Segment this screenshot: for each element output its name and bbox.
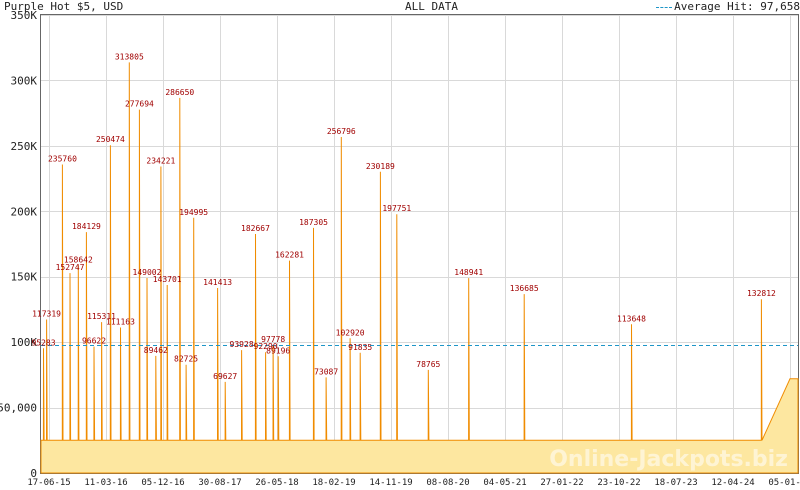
peak-label: 149002 — [133, 268, 162, 277]
x-tick-label: 23-10-22 — [597, 478, 640, 488]
y-axis-labels: 0 50,000 100K 150K 200K 250K 300K 350K — [0, 9, 37, 480]
x-tick-label: 12-04-24 — [711, 478, 754, 488]
y-tick-label: 50,000 — [0, 402, 37, 415]
peak-label: 111163 — [106, 318, 135, 327]
peak-label: 148941 — [454, 268, 483, 277]
jackpot-area — [40, 62, 799, 474]
peak-label: 69627 — [213, 372, 237, 381]
peak-label: 230189 — [366, 162, 395, 171]
jackpot-area-path — [40, 62, 799, 474]
peak-label: 197751 — [382, 204, 411, 213]
peak-label: 235760 — [48, 154, 77, 163]
y-tick-label: 200K — [11, 205, 38, 218]
peak-label: 162281 — [275, 251, 304, 260]
peak-label: 187305 — [299, 218, 328, 227]
x-axis-labels: 17-06-15 11-03-16 05-12-16 30-08-17 26-05-18… — [27, 478, 800, 488]
peak-label: 234221 — [146, 157, 175, 166]
legend: Average Hit: 97,658 — [656, 0, 800, 14]
x-tick-label: 17-06-15 — [27, 478, 70, 488]
peak-label: 286650 — [165, 88, 194, 97]
peak-label: 117319 — [32, 309, 61, 318]
peak-label: 82725 — [174, 355, 198, 364]
legend-average-label: Average Hit: 97,658 — [674, 0, 800, 13]
peak-label: 182667 — [241, 224, 270, 233]
peak-label: 184129 — [72, 222, 101, 231]
x-tick-label: 11-03-16 — [84, 478, 127, 488]
y-tick-label: 100K — [11, 336, 38, 349]
peak-label: 115311 — [87, 312, 116, 321]
x-tick-label: 30-08-17 — [198, 478, 241, 488]
peak-label: 141413 — [203, 278, 232, 287]
x-tick-label: 14-11-19 — [369, 478, 412, 488]
gridlines — [41, 15, 798, 473]
peak-label: 132812 — [747, 289, 776, 298]
x-tick-label: 18-02-19 — [312, 478, 355, 488]
peak-label: 152747 — [56, 263, 85, 272]
y-tick-label: 300K — [11, 74, 38, 87]
peak-label: 89462 — [144, 346, 168, 355]
peak-label: 95283 — [31, 338, 55, 347]
peak-label: 136685 — [510, 284, 539, 293]
peak-label: 102920 — [336, 328, 365, 337]
y-tick-label: 150K — [11, 271, 38, 284]
y-tick-label: 350K — [11, 9, 38, 22]
peak-label: 143701 — [153, 275, 182, 284]
peak-label: 73087 — [314, 367, 338, 376]
peak-label: 89196 — [266, 346, 290, 355]
peak-label: 91835 — [348, 343, 372, 352]
plot-frame — [40, 14, 799, 474]
peak-label: 92290 — [254, 342, 278, 351]
view-range-label: ALL DATA — [405, 0, 458, 13]
y-tick-label: 250K — [11, 140, 38, 153]
peak-label: 277694 — [125, 100, 154, 109]
peak-label: 97778 — [261, 335, 285, 344]
chart-title: Purple Hot $5, USD — [4, 0, 124, 13]
x-tick-label: 05-01-25 — [768, 478, 800, 488]
peak-label: 96622 — [82, 337, 106, 346]
y-tick-label: 0 — [30, 467, 37, 480]
peak-label: 250474 — [96, 135, 125, 144]
peak-label: 158642 — [64, 255, 93, 264]
legend-dash-icon — [656, 6, 673, 8]
x-tick-label: 18-07-23 — [654, 478, 697, 488]
peak-label: 194995 — [179, 208, 208, 217]
x-tick-label: 05-12-16 — [141, 478, 184, 488]
peak-label: 256796 — [327, 127, 356, 136]
x-tick-label: 27-01-22 — [540, 478, 583, 488]
watermark: Online-Jackpots.biz — [549, 447, 788, 472]
x-tick-label: 04-05-21 — [483, 478, 526, 488]
peak-label: 93928 — [230, 340, 254, 349]
x-tick-label: 08-08-20 — [426, 478, 469, 488]
peak-label: 78765 — [416, 360, 440, 369]
peak-label: 313805 — [115, 52, 144, 61]
peak-label: 113648 — [617, 314, 646, 323]
x-tick-label: 26-05-18 — [255, 478, 298, 488]
